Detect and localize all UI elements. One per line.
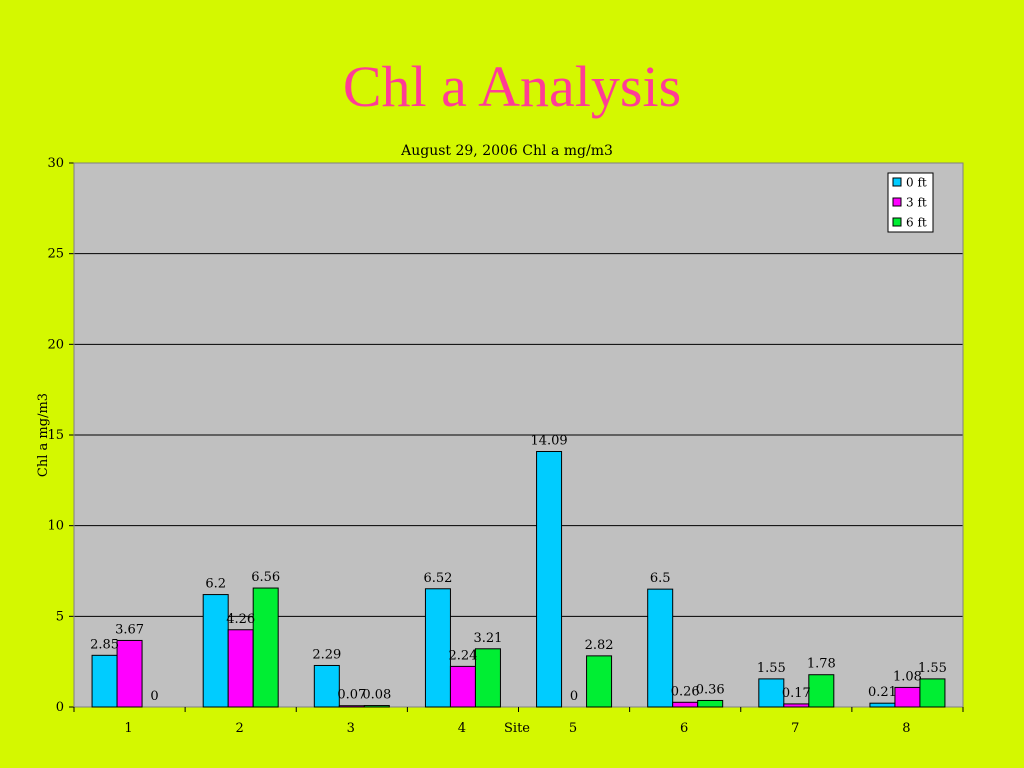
data-label: 6.56 — [251, 570, 280, 585]
x-tick-label: 3 — [347, 721, 355, 736]
bar — [338, 705, 365, 708]
bar — [894, 686, 921, 708]
y-tick-label: 15 — [47, 428, 64, 443]
bar — [647, 588, 674, 708]
data-label: 0.07 — [337, 688, 366, 703]
data-label: 1.55 — [757, 661, 786, 676]
data-label: 2.24 — [448, 648, 477, 663]
legend-swatch — [892, 177, 902, 187]
bar — [758, 678, 785, 708]
data-label: 3.67 — [115, 622, 144, 637]
data-label: 6.5 — [650, 571, 671, 586]
y-tick-label: 20 — [47, 337, 64, 352]
bar — [424, 588, 451, 708]
y-tick-label: 10 — [47, 519, 64, 534]
x-tick-label: 2 — [236, 721, 244, 736]
x-tick-label: 5 — [569, 721, 577, 736]
data-labels: 2.853.67 0 6.2 4.26 6.56 2.29 0.070.08 6.52 2.24… — [90, 434, 947, 704]
data-label: 0 — [570, 689, 578, 704]
slide-title: Chl a Analysis — [342, 54, 682, 119]
bars — [91, 451, 946, 708]
legend-swatch — [892, 197, 902, 207]
y-axis-label: Chl a mg/m3 — [36, 393, 51, 477]
data-label: 6.52 — [423, 571, 452, 586]
bar — [919, 678, 946, 708]
data-label: 0.26 — [671, 684, 700, 699]
data-label: 2.85 — [90, 637, 119, 652]
bar — [783, 703, 810, 708]
x-axis-label: Site — [504, 721, 530, 736]
data-label: 1.08 — [893, 669, 922, 684]
data-label: 2.82 — [585, 638, 614, 653]
axes: 0 5 10 15 20 25 30 1 2 3 4 5 6 7 8 — [47, 156, 964, 736]
bar — [449, 665, 476, 708]
legend-label: 3 ft — [906, 196, 927, 210]
y-tick-label: 25 — [47, 247, 64, 262]
bar — [313, 664, 340, 708]
chart-title: August 29, 2006 Chl a mg/m3 — [400, 143, 613, 159]
x-tick-label: 4 — [458, 721, 466, 736]
y-tick-label: 30 — [47, 156, 64, 171]
bar — [202, 594, 229, 708]
bar — [363, 705, 390, 708]
data-label: 0.08 — [362, 688, 391, 703]
legend-label: 6 ft — [906, 216, 927, 230]
bar — [116, 639, 143, 708]
data-label: 4.26 — [226, 612, 255, 627]
data-label: 0.36 — [696, 682, 725, 697]
bar — [697, 699, 724, 708]
bar — [808, 674, 835, 708]
legend: 0 ft 3 ft 6 ft — [887, 172, 934, 233]
data-label: 14.09 — [530, 434, 567, 449]
y-tick-label: 5 — [56, 609, 64, 624]
data-label: 1.78 — [807, 657, 836, 672]
bar — [672, 701, 699, 708]
x-tick-label: 7 — [791, 721, 799, 736]
data-label: 0 — [150, 689, 158, 704]
legend-label: 0 ft — [906, 176, 927, 190]
bar — [91, 654, 118, 708]
bar — [586, 655, 613, 708]
bar — [869, 702, 896, 708]
data-label: 3.21 — [473, 631, 502, 646]
y-tick-label: 0 — [56, 700, 64, 715]
x-tick-label: 8 — [902, 721, 910, 736]
data-label: 6.2 — [205, 577, 226, 592]
data-label: 0.21 — [868, 685, 897, 700]
data-label: 2.29 — [312, 647, 341, 662]
legend-swatch — [892, 217, 902, 227]
bar — [227, 629, 254, 708]
bar — [536, 451, 563, 708]
bar — [474, 648, 501, 708]
bar — [252, 587, 279, 708]
x-tick-label: 6 — [680, 721, 688, 736]
data-label: 1.55 — [918, 661, 947, 676]
data-label: 0.17 — [782, 686, 811, 701]
x-tick-label: 1 — [124, 721, 132, 736]
